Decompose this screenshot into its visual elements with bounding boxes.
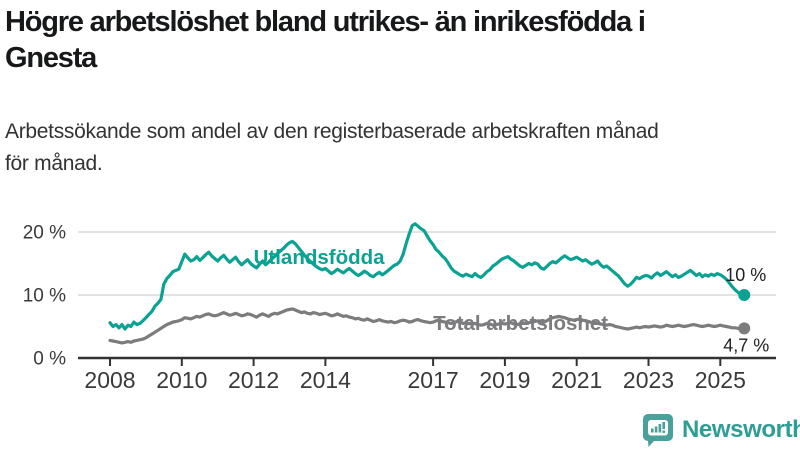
- x-axis-label-2021: 2021: [551, 367, 602, 393]
- newsworthy-logo-icon: [643, 414, 673, 447]
- logo-exclamation-dot: [662, 430, 665, 433]
- logo-bar-3: [658, 424, 662, 433]
- x-axis-label-2017: 2017: [408, 367, 459, 393]
- y-axis-label-10: 10 %: [23, 286, 66, 307]
- series-line-utlandsfodda: [108, 222, 746, 331]
- series-end-dot-total: [738, 322, 751, 335]
- subtitle-line-2: för månad.: [5, 151, 103, 175]
- y-axis-label-0: 0 %: [33, 349, 66, 370]
- logo-exclamation-bar: [662, 422, 665, 429]
- x-axis-label-2012: 2012: [228, 367, 279, 393]
- brand-name: Newsworthy: [682, 415, 800, 443]
- y-axis-label-20: 20 %: [23, 223, 66, 244]
- newsworthy-branding: Newsworthy: [640, 412, 800, 447]
- x-axis-label-2008: 2008: [84, 367, 135, 393]
- title-line-1: Högre arbetslöshet bland utrikes- än inr…: [5, 6, 646, 38]
- chart-subtitle: Arbetssökande som andel av den registerb…: [5, 116, 795, 180]
- x-axis-label-2010: 2010: [156, 367, 207, 393]
- x-axis-label-2025: 2025: [695, 367, 746, 393]
- series-label-total: Total arbetslöshet: [433, 312, 608, 335]
- series-end-dot-utlandsfodda: [738, 289, 751, 301]
- x-axis-label-2019: 2019: [479, 367, 530, 393]
- end-label-utlandsfodda: 10 %: [725, 265, 766, 285]
- subtitle-line-1: Arbetssökande som andel av den registerb…: [5, 120, 659, 143]
- x-axis-label-2014: 2014: [300, 367, 351, 393]
- title-line-2: Gnesta: [5, 41, 97, 74]
- x-axis-label-2023: 2023: [623, 367, 674, 393]
- page-title: Högre arbetslöshet bland utrikes- än inr…: [5, 5, 795, 77]
- logo-bar-1: [651, 428, 654, 433]
- end-label-total: 4,7 %: [723, 335, 769, 355]
- series-line-total: [108, 307, 746, 345]
- logo-bar-2: [654, 426, 658, 433]
- series-label-utlandsfodda: Utlandsfödda: [254, 246, 386, 269]
